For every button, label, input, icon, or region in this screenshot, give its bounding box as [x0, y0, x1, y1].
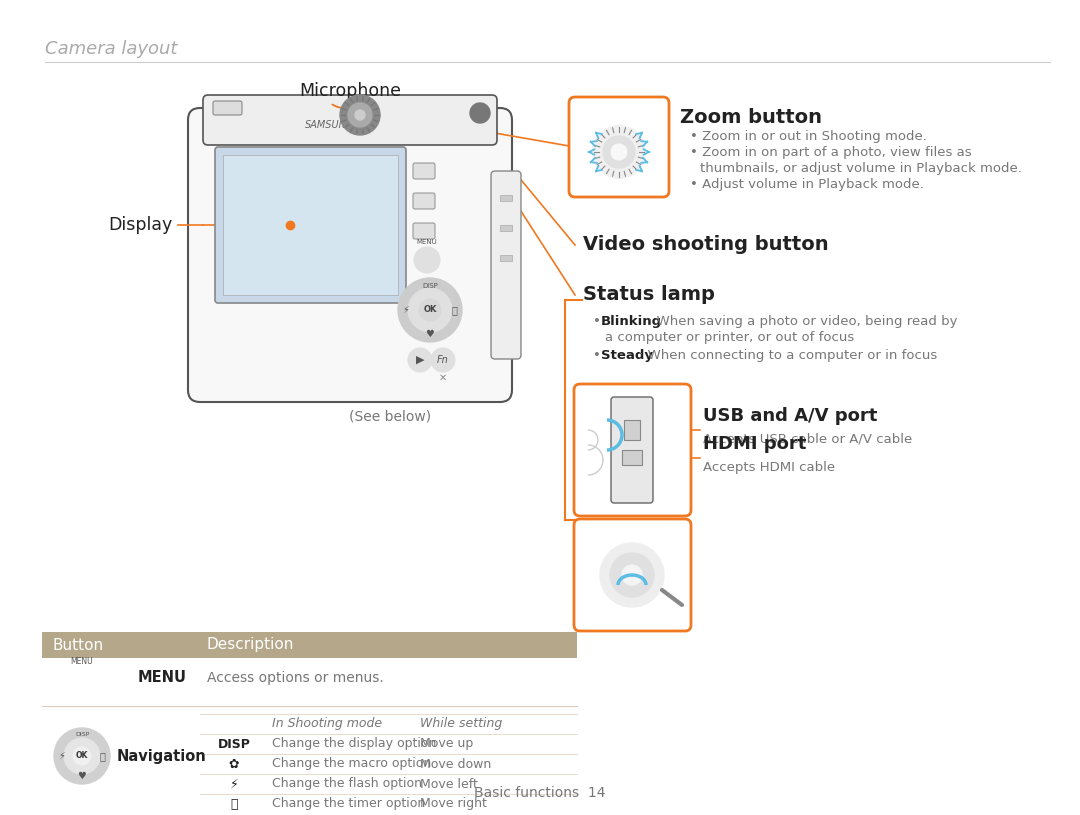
Circle shape: [414, 247, 440, 273]
Text: Basic functions  14: Basic functions 14: [474, 786, 606, 800]
FancyBboxPatch shape: [573, 519, 691, 631]
Circle shape: [68, 664, 96, 692]
Text: MENU: MENU: [70, 657, 93, 666]
Text: : When connecting to a computer or in focus: : When connecting to a computer or in fo…: [639, 349, 937, 362]
FancyBboxPatch shape: [213, 101, 242, 115]
Text: Description: Description: [207, 637, 295, 653]
FancyBboxPatch shape: [215, 147, 406, 303]
Text: Status lamp: Status lamp: [583, 285, 715, 305]
Text: MENU: MENU: [417, 239, 437, 245]
Circle shape: [470, 103, 490, 123]
Text: OK: OK: [76, 751, 89, 760]
FancyBboxPatch shape: [500, 195, 512, 201]
FancyBboxPatch shape: [413, 163, 435, 179]
Text: Microphone: Microphone: [299, 82, 401, 100]
Text: ♥: ♥: [426, 329, 434, 339]
Circle shape: [54, 728, 110, 784]
Text: • Zoom in or out in Shooting mode.: • Zoom in or out in Shooting mode.: [690, 130, 927, 143]
FancyBboxPatch shape: [622, 450, 642, 465]
Text: Fn: Fn: [437, 355, 449, 365]
Circle shape: [73, 747, 91, 765]
Circle shape: [593, 126, 645, 178]
FancyBboxPatch shape: [569, 97, 669, 197]
Text: Move left: Move left: [420, 778, 477, 791]
Circle shape: [610, 553, 654, 597]
Circle shape: [355, 110, 365, 120]
Text: • Zoom in on part of a photo, view files as: • Zoom in on part of a photo, view files…: [690, 146, 972, 159]
FancyBboxPatch shape: [222, 155, 399, 295]
Text: Move up: Move up: [420, 738, 473, 751]
FancyBboxPatch shape: [188, 108, 512, 402]
Text: a computer or printer, or out of focus: a computer or printer, or out of focus: [605, 331, 854, 344]
Circle shape: [600, 543, 664, 607]
Text: SAMSUNG: SAMSUNG: [306, 120, 354, 130]
Text: Blinking: Blinking: [600, 315, 662, 328]
Text: Camera layout: Camera layout: [45, 40, 177, 58]
FancyBboxPatch shape: [573, 384, 691, 516]
Text: Steady: Steady: [600, 349, 653, 362]
FancyBboxPatch shape: [500, 225, 512, 231]
Text: DISP: DISP: [422, 283, 437, 289]
Text: Access options or menus.: Access options or menus.: [207, 671, 383, 685]
Text: Change the flash option: Change the flash option: [272, 778, 422, 791]
Text: ⚡: ⚡: [230, 778, 239, 791]
Text: Move down: Move down: [420, 757, 491, 770]
Circle shape: [64, 738, 100, 774]
Text: ♥: ♥: [78, 771, 86, 781]
Circle shape: [419, 299, 441, 321]
Text: DISP: DISP: [217, 738, 251, 751]
FancyBboxPatch shape: [413, 193, 435, 209]
Text: USB and A/V port: USB and A/V port: [703, 407, 877, 425]
Text: (See below): (See below): [349, 410, 431, 424]
FancyBboxPatch shape: [203, 95, 497, 145]
FancyBboxPatch shape: [500, 255, 512, 261]
Text: Accepts HDMI cable: Accepts HDMI cable: [703, 461, 835, 474]
Circle shape: [603, 136, 635, 168]
Circle shape: [622, 565, 642, 585]
Text: HDMI port: HDMI port: [703, 435, 807, 453]
Text: • Adjust volume in Playback mode.: • Adjust volume in Playback mode.: [690, 178, 923, 191]
Text: In Shooting mode: In Shooting mode: [272, 717, 382, 730]
Text: Move right: Move right: [420, 798, 487, 810]
Text: QⒶ: QⒶ: [583, 169, 594, 178]
Circle shape: [399, 278, 462, 342]
Text: While setting: While setting: [420, 717, 502, 730]
Text: DISP: DISP: [75, 733, 90, 738]
Text: ✕: ✕: [438, 373, 447, 383]
Text: Accepts USB cable or A/V cable: Accepts USB cable or A/V cable: [703, 433, 913, 446]
Text: ⚡: ⚡: [403, 305, 409, 315]
FancyBboxPatch shape: [611, 397, 653, 503]
Text: •: •: [593, 349, 605, 362]
FancyBboxPatch shape: [42, 632, 577, 658]
Text: ⋮⋮⋮: ⋮⋮⋮: [617, 169, 639, 178]
Text: Change the timer option: Change the timer option: [272, 798, 426, 810]
FancyBboxPatch shape: [491, 171, 521, 359]
Circle shape: [431, 348, 455, 372]
Circle shape: [408, 288, 453, 332]
Circle shape: [611, 144, 627, 160]
Circle shape: [340, 95, 380, 135]
Text: MENU: MENU: [137, 671, 187, 685]
Text: Display: Display: [109, 216, 173, 234]
Circle shape: [408, 348, 432, 372]
Text: : When saving a photo or video, being read by: : When saving a photo or video, being re…: [648, 315, 958, 328]
Text: Zoom button: Zoom button: [680, 108, 822, 127]
Text: •: •: [593, 315, 605, 328]
Text: Change the display option: Change the display option: [272, 738, 436, 751]
Text: Button: Button: [52, 637, 103, 653]
FancyBboxPatch shape: [413, 223, 435, 239]
Text: Change the macro option: Change the macro option: [272, 757, 431, 770]
Text: thumbnails, or adjust volume in Playback mode.: thumbnails, or adjust volume in Playback…: [700, 162, 1022, 175]
Circle shape: [348, 103, 372, 127]
Text: ⚡: ⚡: [58, 751, 66, 761]
Text: ✿: ✿: [229, 757, 240, 770]
Text: OK: OK: [423, 306, 436, 315]
Text: ⏲: ⏲: [230, 798, 238, 810]
FancyBboxPatch shape: [624, 420, 640, 440]
Text: ▶: ▶: [416, 355, 424, 365]
Text: ⏹: ⏹: [99, 751, 105, 761]
Text: ⏹: ⏹: [451, 305, 457, 315]
Text: Video shooting button: Video shooting button: [583, 236, 828, 254]
Text: Navigation: Navigation: [117, 748, 207, 764]
